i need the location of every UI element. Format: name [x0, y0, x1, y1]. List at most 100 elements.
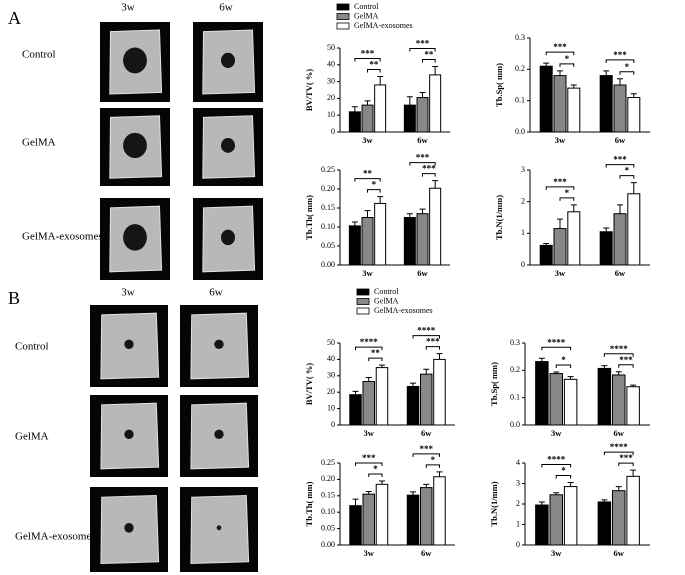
bar: [567, 211, 581, 266]
error-bar: [630, 93, 637, 98]
bar: [362, 493, 375, 546]
significance-bracket: [605, 164, 635, 168]
legend-swatch: [356, 298, 370, 305]
x-tick-label: 6w: [417, 268, 428, 278]
y-tick-label: 20: [327, 93, 335, 102]
bar: [403, 217, 416, 266]
error-bar: [419, 208, 426, 214]
significance-label: **: [424, 50, 434, 60]
error-bar: [377, 196, 384, 204]
defect-hole: [216, 525, 222, 531]
significance-bracket: [367, 189, 381, 193]
x-tick-label: 6w: [614, 548, 625, 558]
x-tick-label: 3w: [555, 135, 566, 145]
y-tick-label: 0.2: [510, 365, 520, 374]
bar: [612, 374, 626, 426]
bar: [597, 501, 612, 546]
y-tick-label: 2: [516, 499, 520, 508]
bar: [613, 84, 627, 133]
significance-bracket: [618, 462, 634, 467]
y-tick-label: 0.00: [321, 540, 335, 549]
bar: [563, 486, 578, 546]
significance-label: ***: [361, 49, 375, 59]
error-bar: [543, 242, 550, 246]
legend-swatch: [356, 288, 370, 296]
error-bar: [567, 376, 574, 380]
x-tick-label: 6w: [421, 428, 432, 438]
significance-label: ***: [613, 155, 627, 165]
error-bar: [630, 384, 637, 387]
bar: [553, 228, 567, 266]
y-tick-label: 0.25: [321, 165, 335, 174]
significance-bracket: [412, 335, 440, 339]
column-label: 3w: [121, 2, 135, 14]
significance-bracket: [603, 353, 634, 357]
y-tick-label: 0: [521, 260, 525, 269]
defect-hole: [124, 429, 134, 440]
y-tick-label: 40: [327, 354, 335, 363]
bar: [361, 104, 374, 133]
row-label: GelMA: [22, 137, 56, 149]
bar: [563, 378, 578, 426]
error-bar: [351, 221, 358, 226]
y-axis-label: BV/TV( %): [304, 69, 314, 111]
legend-swatch: [336, 3, 350, 11]
x-tick-label: 6w: [417, 135, 428, 145]
significance-label: ***: [362, 453, 376, 463]
significance-bracket: [603, 451, 634, 456]
significance-label: ***: [553, 42, 567, 52]
significance-bracket: [545, 51, 575, 56]
y-tick-label: 50: [327, 338, 335, 347]
significance-label: ****: [547, 455, 566, 465]
significance-bracket: [368, 357, 383, 362]
error-bar: [406, 96, 413, 106]
bar: [429, 74, 442, 133]
significance-label: ***: [613, 50, 627, 60]
y-tick-label: 50: [327, 43, 335, 52]
error-bar: [410, 382, 417, 387]
significance-bracket: [409, 47, 436, 52]
y-tick-label: 0.20: [321, 474, 335, 483]
error-bar: [553, 371, 560, 374]
significance-bracket: [541, 346, 572, 351]
bar: [416, 213, 429, 266]
bar: [349, 505, 362, 546]
defect-hole: [124, 522, 134, 533]
significance-label: ****: [610, 344, 629, 354]
error-bar: [553, 492, 560, 495]
significance-label: **: [371, 348, 381, 358]
y-axis-label: Tb.N(1/mm): [494, 195, 504, 240]
significance-bracket: [555, 474, 572, 479]
bar: [613, 213, 627, 266]
bar: [375, 483, 389, 546]
significance-label: *: [431, 455, 436, 465]
y-tick-label: 0.0: [510, 420, 520, 429]
x-tick-label: 3w: [364, 428, 375, 438]
row-label: GelMA: [15, 431, 49, 443]
bar: [599, 75, 613, 133]
defect-hole: [123, 47, 147, 74]
y-tick-label: 0.15: [321, 203, 335, 212]
error-bar: [432, 65, 439, 75]
significance-bracket: [367, 69, 381, 73]
error-bar: [615, 486, 622, 491]
significance-bracket: [354, 58, 381, 62]
error-bar: [603, 227, 610, 232]
error-bar: [365, 376, 372, 382]
bar: [403, 104, 416, 133]
significance-bracket: [355, 462, 383, 467]
bar: [416, 97, 429, 133]
significance-bracket: [354, 178, 381, 182]
significance-label: ***: [619, 355, 633, 365]
x-tick-label: 3w: [551, 428, 562, 438]
bar: [567, 87, 581, 133]
significance-bracket: [605, 59, 635, 63]
bar: [349, 394, 362, 426]
x-tick-label: 6w: [615, 135, 626, 145]
y-tick-label: 30: [327, 76, 335, 85]
significance-bracket: [355, 346, 383, 351]
error-bar: [617, 204, 623, 214]
panel-letter: A: [8, 8, 21, 28]
error-bar: [423, 368, 430, 375]
significance-bracket: [559, 63, 575, 67]
